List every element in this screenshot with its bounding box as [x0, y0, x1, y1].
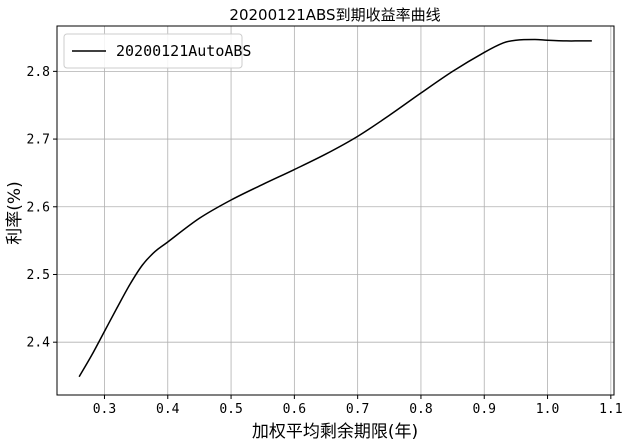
x-tick-label: 0.5 [219, 402, 242, 417]
x-tick-label: 0.9 [473, 402, 496, 417]
y-axis-title: 利率(%) [5, 181, 25, 244]
plot-area [56, 25, 615, 396]
grid [57, 26, 614, 395]
y-tick-label: 2.5 [27, 268, 50, 283]
x-tick-label: 0.8 [409, 402, 432, 417]
y-tick-label: 2.7 [27, 133, 50, 148]
x-tick-label: 1.1 [599, 402, 622, 417]
x-tick-label: 0.4 [156, 402, 180, 417]
x-tick-label: 1.0 [536, 402, 559, 417]
legend-label: 20200121AutoABS [116, 42, 251, 60]
x-tick-label: 0.7 [346, 402, 369, 417]
legend-box [63, 33, 243, 69]
x-tick-label: 0.6 [283, 402, 306, 417]
series-layer [78, 38, 592, 378]
chart-title: 20200121ABS到期收益率曲线 [229, 6, 440, 24]
x-tick-label: 0.3 [93, 402, 116, 417]
y-tick-label: 2.4 [27, 336, 51, 351]
y-tick-label: 2.6 [27, 200, 50, 215]
x-axis-title: 加权平均剩余期限(年) [252, 422, 418, 442]
series-line [78, 38, 592, 378]
y-tick-label: 2.8 [27, 65, 50, 80]
legend: 20200121AutoABS [63, 33, 251, 69]
axis-ticks: 0.3 0.4 0.5 0.6 0.7 0.8 0.9 1.0 1.1 2.4 2.5 2.6 2.7 2… [27, 65, 623, 417]
